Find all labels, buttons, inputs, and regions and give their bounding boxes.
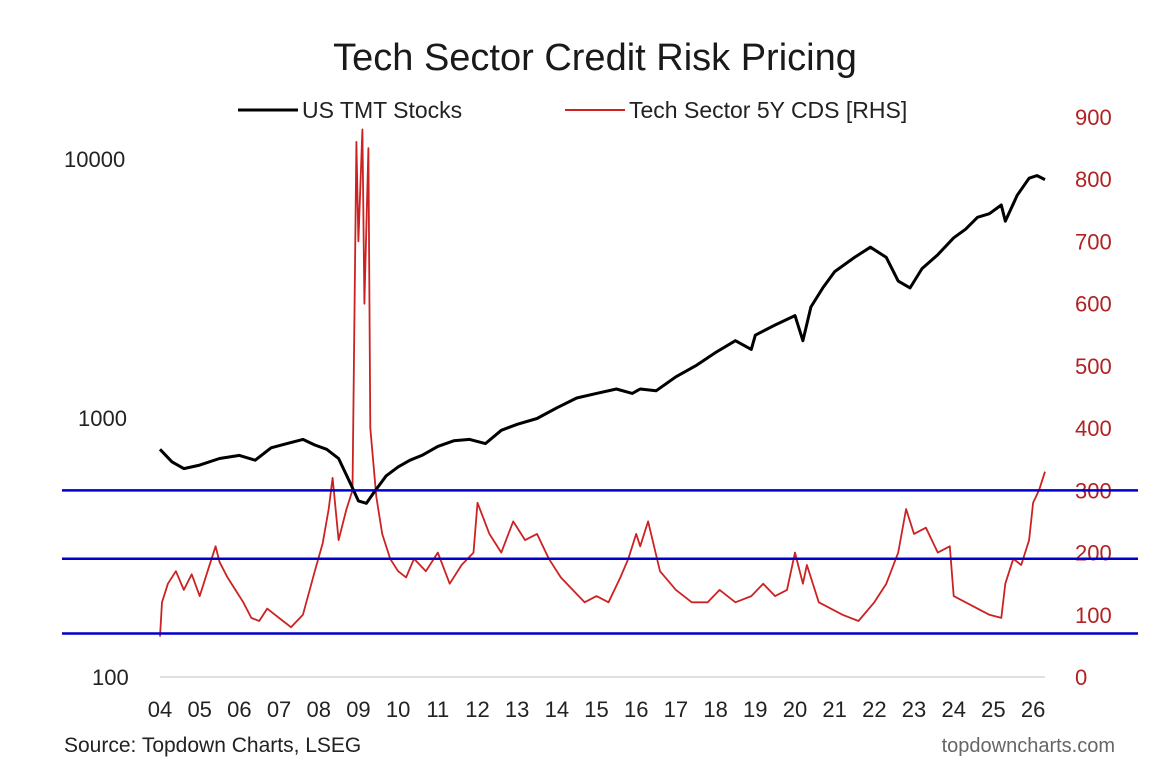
x-tick-07: 07 bbox=[267, 697, 291, 722]
left-axis: 10000 1000 100 bbox=[64, 147, 129, 690]
right-tick-800: 800 bbox=[1075, 167, 1112, 192]
x-tick-08: 08 bbox=[307, 697, 331, 722]
x-tick-14: 14 bbox=[545, 697, 569, 722]
x-tick-06: 06 bbox=[227, 697, 251, 722]
x-tick-05: 05 bbox=[187, 697, 211, 722]
source-note: Source: Topdown Charts, LSEG bbox=[64, 734, 361, 757]
x-tick-17: 17 bbox=[664, 697, 688, 722]
x-tick-19: 19 bbox=[743, 697, 767, 722]
x-tick-12: 12 bbox=[465, 697, 489, 722]
left-tick-100: 100 bbox=[92, 665, 129, 690]
right-tick-400: 400 bbox=[1075, 416, 1112, 441]
x-tick-25: 25 bbox=[981, 697, 1005, 722]
x-tick-13: 13 bbox=[505, 697, 529, 722]
legend: US TMT Stocks Tech Sector 5Y CDS [RHS] bbox=[238, 97, 907, 123]
right-tick-700: 700 bbox=[1075, 229, 1112, 254]
x-tick-09: 09 bbox=[346, 697, 370, 722]
x-tick-23: 23 bbox=[902, 697, 926, 722]
x-tick-26: 26 bbox=[1021, 697, 1045, 722]
x-tick-18: 18 bbox=[703, 697, 727, 722]
reference-lines bbox=[62, 489, 1138, 635]
x-tick-24: 24 bbox=[941, 697, 965, 722]
left-tick-1000: 1000 bbox=[78, 406, 127, 431]
left-tick-10000: 10000 bbox=[64, 147, 125, 172]
right-tick-0: 0 bbox=[1075, 665, 1087, 690]
legend-label-cds: Tech Sector 5Y CDS [RHS] bbox=[629, 97, 907, 123]
right-tick-600: 600 bbox=[1075, 292, 1112, 317]
x-tick-21: 21 bbox=[822, 697, 846, 722]
right-tick-200: 200 bbox=[1075, 541, 1112, 566]
x-tick-10: 10 bbox=[386, 697, 410, 722]
watermark: topdowncharts.com bbox=[942, 735, 1115, 757]
x-axis: 04 05 06 07 08 09 10 11 12 13 14 15 16 17 18 19 20 21 22 23… bbox=[148, 697, 1046, 722]
series-line-cds bbox=[159, 128, 1046, 637]
chart-title: Tech Sector Credit Risk Pricing bbox=[333, 37, 857, 79]
series-line-stocks bbox=[158, 174, 1046, 505]
right-tick-900: 900 bbox=[1075, 105, 1112, 130]
x-tick-16: 16 bbox=[624, 697, 648, 722]
x-tick-22: 22 bbox=[862, 697, 886, 722]
x-tick-15: 15 bbox=[584, 697, 608, 722]
x-tick-11: 11 bbox=[426, 697, 449, 722]
x-tick-20: 20 bbox=[783, 697, 807, 722]
x-tick-04: 04 bbox=[148, 697, 172, 722]
right-tick-100: 100 bbox=[1075, 603, 1112, 628]
legend-label-stocks: US TMT Stocks bbox=[302, 97, 462, 123]
right-tick-500: 500 bbox=[1075, 354, 1112, 379]
